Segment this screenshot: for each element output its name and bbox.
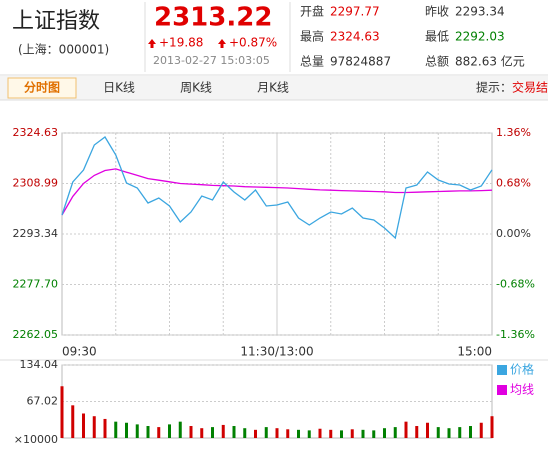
change-percent: +0.87% (229, 36, 277, 50)
volume-bar (469, 426, 472, 438)
legend-label: 价格 (510, 362, 534, 377)
timestamp: 2013-02-27 15:03:05 (153, 54, 270, 67)
tab[interactable]: 日K线 (103, 81, 135, 95)
tab-bar (0, 76, 548, 100)
x-tick-label: 09:30 (62, 345, 97, 359)
y-tick-label: 2308.99 (13, 176, 59, 189)
stat-value: 97824887 (330, 55, 391, 69)
up-arrow (218, 39, 226, 48)
volume-bar (286, 429, 290, 438)
volume-bar (264, 427, 268, 438)
volume-bar (168, 424, 171, 438)
legend-swatch (497, 385, 507, 395)
volume-bar (393, 427, 397, 438)
volume-bar (71, 405, 75, 438)
volume-bar (350, 429, 354, 438)
y-tick-label: 67.02 (27, 395, 59, 408)
volume-bar (157, 427, 161, 438)
volume-bar (135, 424, 139, 438)
volume-bar (361, 429, 365, 438)
volume-bar (372, 430, 376, 438)
stat-value: 882.63 亿元 (455, 54, 525, 69)
up-arrow (148, 39, 156, 48)
y-tick-label: 2293.34 (13, 227, 59, 240)
stat-label: 最高 (300, 29, 324, 44)
volume-bar (211, 427, 214, 438)
volume-bar (307, 430, 311, 438)
legend-label: 均线 (510, 383, 534, 397)
volume-bar (146, 426, 150, 438)
volume-bar (340, 430, 343, 438)
volume-bar (221, 424, 225, 438)
index-name: 上证指数 (12, 9, 100, 34)
trade-status: 交易结束 (512, 80, 548, 95)
volume-bar (92, 416, 96, 438)
volume-bar (490, 416, 494, 438)
y-tick-label: 2262.05 (13, 328, 59, 341)
y2-tick-label: 0.00% (496, 227, 531, 240)
series-line (61, 136, 493, 240)
y2-tick-label: 0.68% (496, 177, 531, 190)
stat-label: 总额 (425, 55, 449, 69)
volume-bar (329, 429, 333, 438)
unit-label: ×10000 (14, 433, 58, 446)
volume-bar (297, 429, 300, 438)
volume-bar (458, 427, 462, 438)
volume-bar (254, 429, 257, 438)
index-code: (上海：000001) (18, 42, 109, 57)
volume-bar (232, 426, 236, 438)
x-tick-label: 15:00 (457, 345, 492, 359)
volume-bar (103, 418, 107, 438)
series-line (61, 168, 493, 216)
stat-label: 最低 (425, 30, 449, 44)
tab[interactable]: 月K线 (257, 81, 289, 95)
stat-label: 总量 (300, 55, 324, 69)
volume-bar (243, 428, 247, 438)
volume-bar (479, 422, 483, 438)
y2-tick-label: 1.36% (496, 126, 531, 139)
volume-bar (436, 427, 440, 438)
change: +19.88 (159, 36, 203, 50)
hint-label: 提示： (476, 80, 512, 95)
volume-bar (426, 422, 429, 438)
stat-value: 2324.63 (330, 30, 380, 44)
stat-value: 2293.34 (455, 5, 505, 19)
tab-active (7, 77, 77, 99)
volume-bar (415, 426, 419, 438)
stat-value: 2297.77 (330, 5, 380, 19)
volume-bar (189, 426, 193, 438)
legend-swatch (497, 365, 507, 375)
volume-bar (82, 413, 85, 438)
stat-label: 开盘 (300, 4, 324, 19)
y-tick-label: 2277.70 (13, 277, 59, 290)
volume-bar (200, 428, 204, 438)
tab[interactable]: 周K线 (180, 81, 212, 95)
tab[interactable]: 分时图 (24, 80, 60, 95)
volume-bar (125, 422, 128, 438)
volume-bar (60, 386, 64, 438)
y2-tick-label: -0.68% (496, 278, 535, 291)
volume-bar (404, 421, 408, 438)
volume-bar (275, 428, 279, 438)
stat-value: 2292.03 (455, 30, 505, 44)
y2-tick-label: -1.36% (496, 328, 535, 341)
volume-bar (318, 428, 322, 438)
volume-bar (114, 421, 118, 438)
y-tick-label: 134.04 (20, 358, 59, 371)
x-tick-label: 11:30/13:00 (240, 345, 313, 359)
stat-label: 昨收 (425, 5, 449, 19)
volume-bar (383, 428, 386, 438)
volume-bar (178, 421, 182, 438)
volume-bar (447, 428, 451, 438)
last-price: 2313.22 (154, 3, 272, 33)
y-tick-label: 2324.63 (13, 126, 59, 139)
